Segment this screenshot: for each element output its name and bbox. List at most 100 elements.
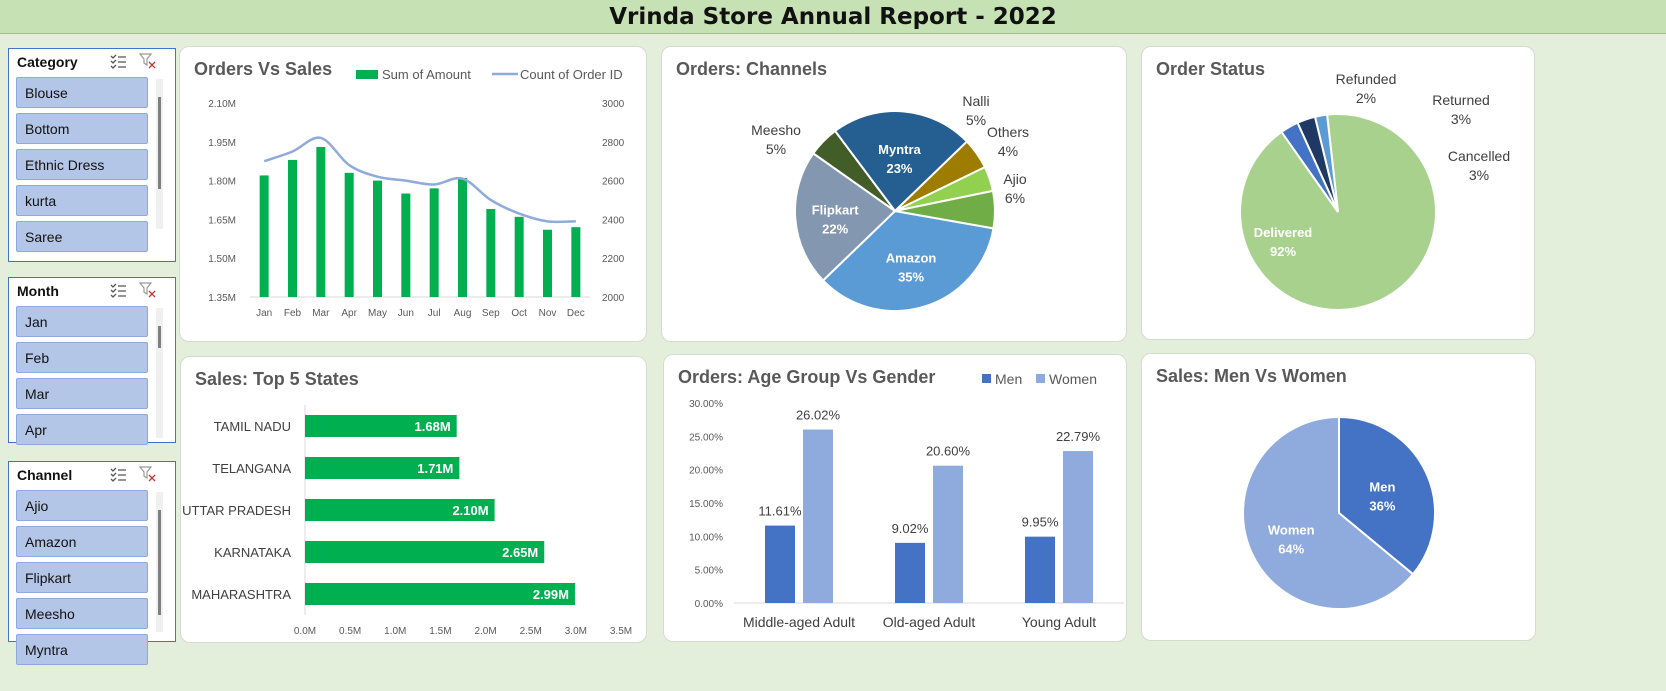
amount-bar xyxy=(259,175,269,297)
slicer-scroll-thumb[interactable] xyxy=(158,326,161,348)
amount-bar xyxy=(316,146,326,297)
channel-label-pct: 22% xyxy=(822,222,848,237)
clear-filter-icon[interactable] xyxy=(138,52,157,70)
x-tick-label: 1.0M xyxy=(384,626,406,637)
age-vs-gender-title: Orders: Age Group Vs Gender xyxy=(678,367,936,387)
report-banner: Vrinda Store Annual Report - 2022 xyxy=(0,0,1666,34)
men-bar xyxy=(765,525,795,603)
channel-label-pct: 5% xyxy=(766,141,786,157)
orders-vs-sales-card: Orders Vs Sales 2.10M 1.95M 1.80M 1.65M 1.50… xyxy=(179,46,647,342)
channel-label-name: Myntra xyxy=(878,142,921,157)
orders-vs-sales-title: Orders Vs Sales xyxy=(194,59,333,79)
x-tick-label: Sep xyxy=(482,308,500,319)
women-bar-label: 20.60% xyxy=(926,444,971,459)
men-bar-label: 9.95% xyxy=(1022,515,1059,530)
slicer-item-blouse[interactable]: Blouse xyxy=(16,77,148,108)
multi-select-icon[interactable] xyxy=(109,281,127,299)
state-bar-label: 2.10M xyxy=(452,503,488,518)
slicer-item-kurta[interactable]: kurta xyxy=(16,185,148,216)
amount-bar xyxy=(288,159,297,297)
slicer-item-feb[interactable]: Feb xyxy=(16,342,148,373)
status-label-pct: 2% xyxy=(1356,90,1376,106)
slicer-title: Category xyxy=(17,54,78,70)
amount-bar xyxy=(429,188,439,297)
slicer-scrollbar[interactable] xyxy=(156,308,163,438)
x-tick-label: Dec xyxy=(567,308,585,319)
slicer-item-apr[interactable]: Apr xyxy=(16,414,148,445)
channel-label-pct: 23% xyxy=(886,161,912,176)
category-slicer[interactable]: Category Blouse Bottom Ethnic Dress kurta Sar… xyxy=(8,48,176,262)
amount-bar xyxy=(458,178,467,297)
gender-label-name: Men xyxy=(1369,480,1395,495)
legend-count-label: Count of Order ID xyxy=(520,67,623,82)
x-tick-label: Mar xyxy=(312,308,330,319)
slicer-scroll-thumb[interactable] xyxy=(158,510,161,615)
channel-label-name: Nalli xyxy=(962,93,989,109)
slicer-item-myntra[interactable]: Myntra xyxy=(16,634,148,665)
slicer-item-mar[interactable]: Mar xyxy=(16,378,148,409)
slicer-item-amazon[interactable]: Amazon xyxy=(16,526,148,557)
x-tick-label: 1.5M xyxy=(429,626,451,637)
x-tick-label: 0.5M xyxy=(339,626,361,637)
legend-men-swatch xyxy=(982,374,991,383)
x-tick-label: Jun xyxy=(398,308,414,319)
slicer-scroll-thumb[interactable] xyxy=(158,97,161,189)
y-right-tick-label: 3000 xyxy=(602,99,625,110)
channel-slicer[interactable]: Channel Ajio Amazon Flipkart Meesho Myntra xyxy=(8,461,176,665)
status-slice-cancelled xyxy=(1280,121,1339,213)
x-tick-label: Feb xyxy=(284,308,302,319)
clear-filter-icon[interactable] xyxy=(138,281,157,299)
y-left-tick-label: 1.95M xyxy=(208,138,236,149)
state-name: TAMIL NADU xyxy=(214,419,291,434)
state-bar xyxy=(305,583,575,605)
slicer-item-jan[interactable]: Jan xyxy=(16,306,148,337)
slicer-item-saree[interactable]: Saree xyxy=(16,221,148,252)
y-left-tick-label: 1.50M xyxy=(208,254,236,265)
men-bar-label: 11.61% xyxy=(758,504,802,519)
women-bar-label: 26.02% xyxy=(796,408,841,423)
clear-filter-icon[interactable] xyxy=(138,465,157,483)
multi-select-icon[interactable] xyxy=(109,465,127,483)
x-tick-label: Jul xyxy=(428,308,441,319)
channel-label-pct: 5% xyxy=(966,112,986,128)
x-tick-label: 2.5M xyxy=(520,626,542,637)
slicer-item-ajio[interactable]: Ajio xyxy=(16,490,148,521)
slicer-items: Jan Feb Mar Apr xyxy=(16,306,148,450)
multi-select-icon[interactable] xyxy=(109,52,127,70)
top5-states-title: Sales: Top 5 States xyxy=(195,369,359,389)
y-right-tick-label: 2600 xyxy=(602,177,625,188)
slicer-header: Category xyxy=(9,49,175,75)
legend-women-swatch xyxy=(1036,374,1045,383)
amount-bar xyxy=(344,172,354,297)
slicer-header: Month xyxy=(9,278,175,304)
status-label-name: Cancelled xyxy=(1448,148,1510,164)
men-bar xyxy=(895,542,925,603)
top5-states-card: Sales: Top 5 States 1.68M TAMIL NADU 1.71M… xyxy=(180,356,647,643)
x-category-label: Old-aged Adult xyxy=(883,614,976,630)
gender-label-name: Women xyxy=(1268,522,1315,537)
status-label-pct: 3% xyxy=(1469,167,1489,183)
x-tick-label: 3.0M xyxy=(565,626,587,637)
y-tick-label: 25.00% xyxy=(689,432,723,443)
slicer-item-meesho[interactable]: Meesho xyxy=(16,598,148,629)
slicer-scrollbar[interactable] xyxy=(156,492,163,632)
men-vs-women-title: Sales: Men Vs Women xyxy=(1156,366,1347,386)
y-right-tick-label: 2200 xyxy=(602,254,625,265)
order-status-title: Order Status xyxy=(1156,59,1266,79)
slicer-item-bottom[interactable]: Bottom xyxy=(16,113,148,144)
legend-amount-swatch xyxy=(356,70,378,79)
amount-bar xyxy=(571,227,581,297)
slicer-item-flipkart[interactable]: Flipkart xyxy=(16,562,148,593)
x-tick-label: 0.0M xyxy=(294,626,316,637)
state-name: TELANGANA xyxy=(212,461,291,476)
channel-slice-ajio xyxy=(894,189,996,230)
slicer-items: Ajio Amazon Flipkart Meesho Myntra xyxy=(16,490,148,670)
status-label-name: Returned xyxy=(1432,92,1490,108)
y-tick-label: 5.00% xyxy=(695,566,723,577)
men-bar-label: 9.02% xyxy=(892,521,929,536)
y-tick-label: 20.00% xyxy=(689,466,723,477)
month-slicer[interactable]: Month Jan Feb Mar Apr xyxy=(8,277,176,445)
channel-slice-flipkart xyxy=(794,151,897,282)
slicer-scrollbar[interactable] xyxy=(156,79,163,229)
slicer-item-ethnic-dress[interactable]: Ethnic Dress xyxy=(16,149,148,180)
